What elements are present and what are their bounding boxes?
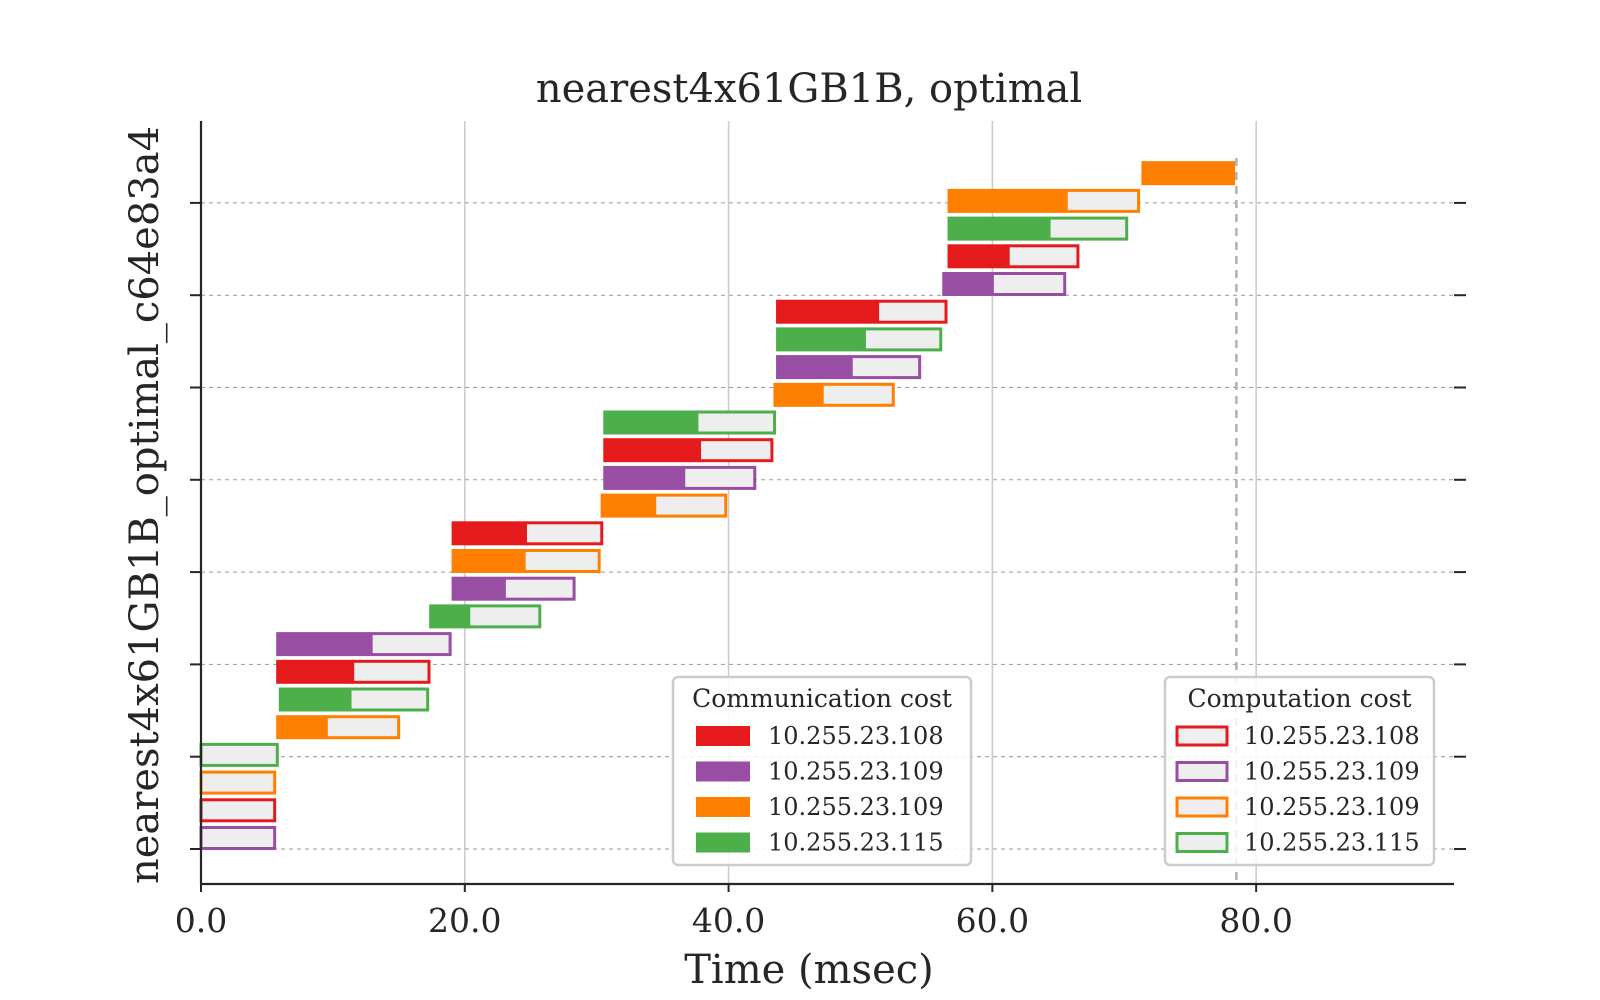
legend-title: Computation cost [1187, 684, 1411, 713]
x-tick-label: 40.0 [692, 901, 765, 940]
communication-bar [278, 687, 351, 712]
communication-legend: Communication cost 10.255.23.108 10.255.23… [671, 675, 973, 867]
computation-bar [324, 715, 401, 740]
computation-bar [199, 770, 277, 795]
computation-bar [682, 465, 757, 490]
communication-bar [776, 355, 852, 380]
legend-swatch [1175, 832, 1229, 853]
communication-bar [603, 438, 700, 463]
legend-frame [1163, 675, 1436, 867]
computation-bar [199, 826, 277, 850]
legend-frame [671, 675, 973, 867]
communication-bar [773, 382, 823, 407]
computation-bar [1047, 216, 1129, 241]
communication-bar [942, 272, 993, 296]
legend-label: 10.255.23.108 [1244, 722, 1420, 750]
computation-bar [199, 798, 277, 823]
computation-bar [348, 687, 430, 712]
computation-bar [351, 659, 431, 684]
legend-swatch [696, 832, 750, 853]
communication-bar [429, 604, 469, 629]
x-axis-label: Time (msec) [684, 947, 934, 993]
communication-bar [600, 493, 655, 518]
computation-bar [653, 493, 728, 518]
communication-bar [603, 465, 684, 490]
legend-layer: Communication cost 10.255.23.108 10.255.23… [671, 675, 1436, 867]
computation-bar [199, 742, 279, 767]
legend-label: 10.255.23.109 [768, 758, 944, 786]
legend-swatch [1175, 761, 1229, 782]
axes-layer: 0.0 20.0 40.0 60.0 80.0 [175, 121, 1466, 940]
communication-bar [451, 521, 526, 546]
computation-bar [467, 604, 542, 629]
communication-bar [947, 216, 1050, 241]
communication-bar [947, 244, 1009, 269]
communication-bar [947, 188, 1067, 213]
communication-bar [451, 576, 505, 601]
legend-swatch [1175, 796, 1229, 818]
x-tick-label: 20.0 [428, 901, 501, 940]
legend-label: 10.255.23.115 [1244, 829, 1420, 857]
legend-swatch [1175, 725, 1229, 747]
x-tick-label: 0.0 [175, 901, 227, 940]
y-axis-label: nearest4x61GB1B_optimal_c64e83a4 [122, 126, 168, 884]
computation-bar [1006, 244, 1080, 269]
computation-bar [695, 410, 777, 435]
bars-layer [199, 158, 1238, 884]
computation-bar [876, 299, 948, 324]
communication-bar [1141, 161, 1236, 186]
legend-title: Communication cost [692, 684, 952, 713]
computation-bar [862, 327, 943, 352]
communication-bar [776, 327, 865, 352]
legend-label: 10.255.23.115 [768, 829, 944, 857]
computation-bar [820, 382, 895, 407]
legend-label: 10.255.23.108 [768, 722, 944, 750]
computation-bar [502, 576, 576, 601]
communication-bar [276, 659, 353, 684]
communication-bar [451, 549, 525, 573]
legend-swatch [696, 726, 750, 746]
computation-bar [523, 521, 604, 546]
communication-bar [603, 410, 697, 435]
chart-title: nearest4x61GB1B, optimal [536, 66, 1082, 112]
computation-bar [698, 438, 774, 463]
legend-label: 10.255.23.109 [1244, 758, 1420, 786]
x-tick-label: 60.0 [956, 901, 1029, 940]
computation-bar [369, 632, 452, 657]
computation-bar [849, 355, 922, 380]
legend-label: 10.255.23.109 [768, 793, 944, 821]
x-tick-label: 80.0 [1219, 901, 1292, 940]
legend-swatch [696, 797, 750, 817]
computation-bar [990, 272, 1067, 296]
computation-legend: Computation cost 10.255.23.108 10.255.23.1… [1163, 675, 1436, 867]
communication-bar [776, 299, 878, 324]
communication-bar [276, 632, 372, 657]
communication-bar [276, 715, 327, 740]
computation-bar [1064, 188, 1141, 213]
legend-swatch [696, 761, 750, 782]
legend-label: 10.255.23.109 [1244, 793, 1420, 821]
computation-bar [522, 549, 601, 573]
